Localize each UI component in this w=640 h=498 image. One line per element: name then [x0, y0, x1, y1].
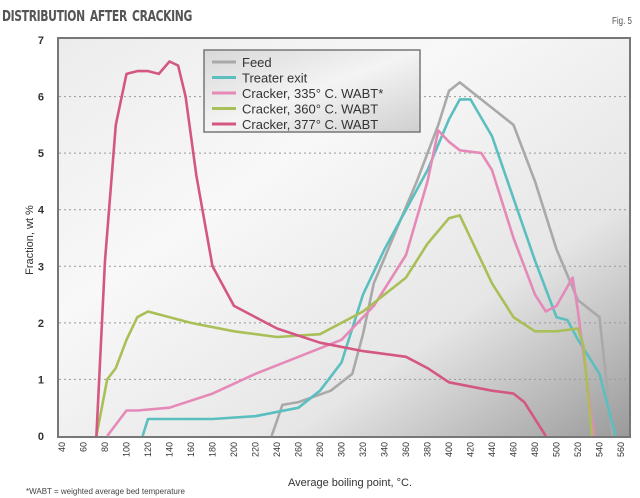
series-line-3	[95, 214, 594, 437]
x-tick-label: 220	[251, 442, 261, 457]
x-tick-label: 440	[487, 442, 497, 457]
x-tick-label: 480	[530, 442, 540, 457]
x-tick-label: 40	[57, 442, 67, 452]
y-tick-label: 7	[38, 35, 44, 47]
x-tick-label: 180	[208, 442, 218, 457]
x-tick-label: 260	[294, 442, 304, 457]
legend-entry: Treater exit	[242, 71, 308, 86]
y-tick-label: 4	[38, 205, 45, 217]
x-tick-label: 400	[444, 442, 454, 457]
y-tick-label: 1	[38, 374, 44, 386]
x-tick-label: 80	[100, 442, 110, 452]
x-tick-label: 500	[552, 442, 562, 457]
series-line-0	[270, 81, 614, 437]
y-axis-label: Fraction, wt %	[24, 205, 36, 275]
y-tick-label: 0	[38, 431, 44, 443]
x-tick-label: 560	[616, 442, 626, 457]
x-axis-label: Average boiling point, °C.	[288, 477, 412, 489]
y-tick-label: 2	[38, 318, 44, 330]
series-line-1	[141, 98, 617, 437]
x-tick-label: 300	[337, 442, 347, 457]
legend-box	[203, 49, 421, 133]
footnote: *WABT = weighted average bed temperature	[26, 487, 186, 496]
figure-label: Fig. 5	[611, 16, 632, 27]
x-tick-label: 320	[358, 442, 368, 457]
y-tick-label: 6	[38, 92, 44, 104]
legend-entry: Cracker, 335° C. WABT*	[242, 86, 383, 101]
x-tick-label: 200	[229, 442, 239, 457]
x-tick-label: 60	[79, 442, 89, 452]
x-tick-label: 100	[122, 442, 132, 457]
x-tick-label: 240	[272, 442, 282, 457]
x-tick-label: 420	[466, 442, 476, 457]
x-tick-label: 340	[380, 442, 390, 457]
legend-entry: Cracker, 360° C. WABT	[242, 102, 378, 117]
x-tick-label: 160	[186, 442, 196, 457]
x-tick-label: 540	[595, 442, 605, 457]
y-tick-label: 5	[38, 148, 44, 160]
x-tick-label: 140	[165, 442, 175, 457]
x-tick-label: 520	[573, 442, 583, 457]
legend-entry: Feed	[242, 55, 272, 70]
y-tick-label: 3	[38, 261, 44, 273]
series-line-4	[95, 60, 547, 437]
x-tick-label: 460	[509, 442, 519, 457]
x-tick-label: 280	[315, 442, 325, 457]
series-line-2	[106, 129, 596, 437]
x-tick-label: 360	[401, 442, 411, 457]
legend-entry: Cracker, 377° C. WABT	[242, 117, 378, 132]
x-tick-label: 380	[423, 442, 433, 457]
x-tick-label: 120	[143, 442, 153, 457]
chart-title: Distribution after cracking	[2, 2, 193, 27]
